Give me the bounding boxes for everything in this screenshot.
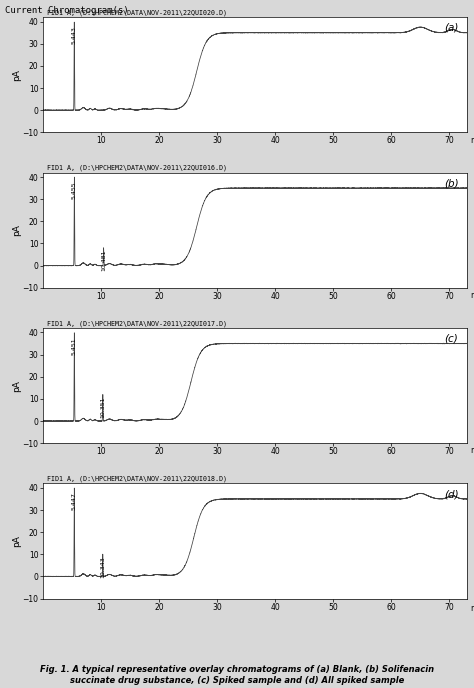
Text: min: min (470, 136, 474, 144)
Text: Fig. 1. A typical representative overlay chromatograms of (a) Blank, (b) Solifen: Fig. 1. A typical representative overlay… (40, 665, 434, 685)
Text: (d): (d) (444, 489, 458, 499)
Y-axis label: pA: pA (12, 224, 21, 236)
Text: min: min (470, 447, 474, 455)
Text: min: min (470, 604, 474, 613)
Text: min: min (470, 291, 474, 300)
Text: 10.351: 10.351 (100, 397, 105, 418)
Text: Current Chromatogram(s): Current Chromatogram(s) (5, 6, 128, 14)
Text: 5.443: 5.443 (72, 26, 77, 44)
Text: (a): (a) (444, 23, 458, 33)
Text: 5.451: 5.451 (72, 337, 77, 354)
Text: 10.343: 10.343 (100, 557, 105, 578)
Text: 5.447: 5.447 (72, 493, 77, 510)
Text: 5.455: 5.455 (72, 182, 77, 199)
Y-axis label: pA: pA (12, 380, 21, 391)
Y-axis label: pA: pA (12, 535, 21, 547)
Text: (b): (b) (444, 178, 458, 189)
Text: 10.481: 10.481 (101, 250, 106, 272)
Text: FID1 A, (D:\HPCHEM2\DATA\NOV-2011\22QUI017.D): FID1 A, (D:\HPCHEM2\DATA\NOV-2011\22QUI0… (47, 321, 227, 327)
Text: FID1 A, (D:\HPCHEM2\DATA\NOV-2011\22QUI018.D): FID1 A, (D:\HPCHEM2\DATA\NOV-2011\22QUI0… (47, 476, 227, 482)
Y-axis label: pA: pA (12, 69, 21, 80)
Text: FID1 A, (D:\HPCHEM2\DATA\NOV-2011\22QUI016.D): FID1 A, (D:\HPCHEM2\DATA\NOV-2011\22QUI0… (47, 165, 227, 171)
Text: FID1 A, (D:\HPCHEM2\DATA\NOV-2011\22QUI020.D): FID1 A, (D:\HPCHEM2\DATA\NOV-2011\22QUI0… (47, 10, 227, 16)
Text: (c): (c) (445, 334, 458, 344)
